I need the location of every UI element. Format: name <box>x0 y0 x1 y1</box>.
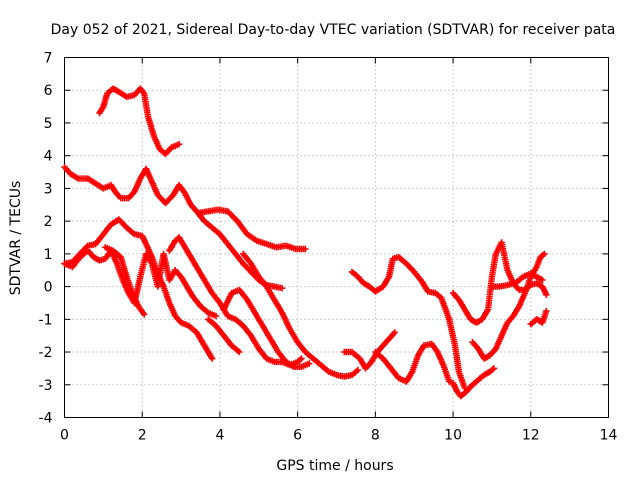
y-tick-label: 6 <box>44 83 53 99</box>
x-tick-label: 6 <box>293 428 302 444</box>
x-axis-title: GPS time / hours <box>276 458 393 474</box>
data-point <box>489 366 496 373</box>
series-track-11 <box>341 329 398 372</box>
data-point <box>354 366 362 374</box>
data-point <box>490 365 498 372</box>
data-point <box>212 312 220 320</box>
series-track-17 <box>527 307 550 328</box>
chart-title: Day 052 of 2021, Sidereal Day-to-day VTE… <box>51 22 616 38</box>
series-track-8 <box>220 286 313 370</box>
series-track-13 <box>372 340 498 400</box>
x-tick-label: 4 <box>215 428 224 444</box>
series-track-15 <box>469 250 548 362</box>
x-tick-label: 8 <box>371 428 380 444</box>
data-point <box>175 141 183 148</box>
series-track-2 <box>61 163 286 292</box>
data-series <box>61 85 550 400</box>
series-track-14 <box>449 239 550 326</box>
data-point <box>141 311 148 318</box>
y-tick-label: -3 <box>39 378 53 394</box>
plot-frame <box>64 57 609 418</box>
data-point <box>543 291 550 298</box>
data-point <box>539 276 546 284</box>
data-point <box>391 329 398 336</box>
series-track-9 <box>205 316 243 356</box>
y-tick-label: 7 <box>44 51 53 67</box>
data-point <box>302 245 309 253</box>
series-track-4 <box>61 216 216 362</box>
data-point <box>297 356 304 363</box>
y-tick-label: 1 <box>44 247 53 263</box>
y-tick-label: 2 <box>44 214 53 230</box>
y-axis-title: SDTVAR / TECUs <box>8 181 24 296</box>
y-tick-label: 0 <box>44 280 53 296</box>
series-track-5 <box>61 247 220 320</box>
y-tick-label: -1 <box>39 312 53 328</box>
data-point <box>298 355 305 362</box>
series-track-3 <box>195 206 309 253</box>
series-track-7 <box>166 234 305 369</box>
series-track-1 <box>96 85 183 158</box>
data-point <box>539 251 547 259</box>
y-tick-label: 4 <box>44 149 53 165</box>
series-track-6 <box>102 244 148 318</box>
x-tick-label: 12 <box>522 428 540 444</box>
y-tick-label: -4 <box>39 411 53 427</box>
data-point <box>306 360 313 367</box>
x-tick-label: 14 <box>600 428 618 444</box>
data-point <box>209 355 216 362</box>
x-tick-label: 2 <box>138 428 147 444</box>
y-tick-label: -2 <box>39 345 53 361</box>
data-point <box>541 250 548 258</box>
y-tick-label: 5 <box>44 116 53 132</box>
data-point <box>543 307 550 315</box>
x-tick-label: 10 <box>444 428 462 444</box>
data-point <box>278 285 286 292</box>
series-track-12 <box>348 253 468 392</box>
series-track-10 <box>240 250 362 380</box>
series-track-16 <box>488 270 546 290</box>
x-tick-label: 0 <box>60 428 69 444</box>
data-point <box>236 348 243 356</box>
grid <box>64 57 609 418</box>
y-tick-label: 3 <box>44 181 53 197</box>
